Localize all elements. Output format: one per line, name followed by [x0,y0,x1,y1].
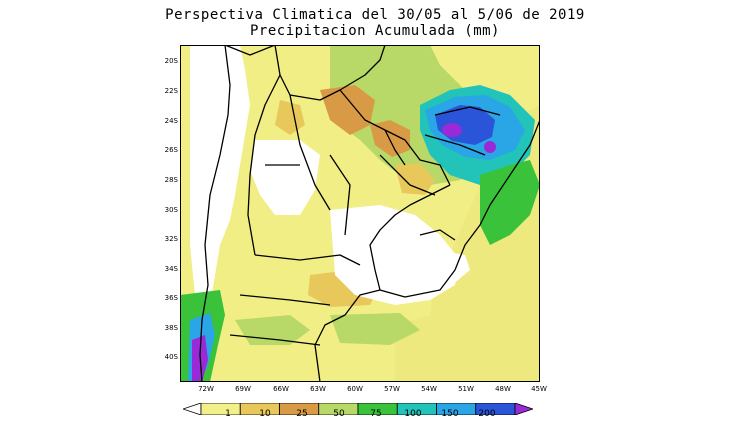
lat-label-24s: 24S [164,117,178,125]
map-title-line1: Perspectiva Climatica del 30/05 al 5/06 … [165,7,585,23]
colorbar-swatch [514,402,535,416]
lat-label-32s: 32S [164,235,178,243]
lon-label-48w: 48W [495,385,511,393]
lon-label-54w: 54W [421,385,437,393]
lon-label-63w: 63W [310,385,326,393]
colorbar-label-150: 150 [441,409,459,419]
lat-label-22s: 22S [164,87,178,95]
lat-label-30s: 30S [164,206,178,214]
lat-label-26s: 26S [164,146,178,154]
lat-label-34s: 34S [164,265,178,273]
lat-label-40s: 40S [164,353,178,361]
lon-label-45w: 45W [531,385,547,393]
lon-label-72w: 72W [198,385,214,393]
lon-label-57w: 57W [384,385,400,393]
colorbar-label-200: 200 [478,409,496,419]
lat-label-38s: 38S [164,324,178,332]
colorbar-swatch [181,402,202,416]
colorbar-label-100: 100 [404,409,422,419]
lon-label-51w: 51W [458,385,474,393]
colorbar-swatches [181,402,535,416]
lon-label-60w: 60W [347,385,363,393]
colorbar [181,400,535,416]
map-title-line2: Precipitacion Acumulada (mm) [249,23,500,39]
lon-label-66w: 66W [273,385,289,393]
lat-label-28s: 28S [164,176,178,184]
precipitation-map [180,45,540,382]
lon-label-69w: 69W [235,385,251,393]
colorbar-label-1: 1 [225,409,231,419]
precipitation-map-canvas [180,45,540,382]
colorbar-label-25: 25 [296,409,308,419]
lat-label-36s: 36S [164,294,178,302]
colorbar-label-50: 50 [333,409,345,419]
lat-label-20s: 20S [164,57,178,65]
colorbar-label-75: 75 [370,409,382,419]
colorbar-label-10: 10 [259,409,271,419]
